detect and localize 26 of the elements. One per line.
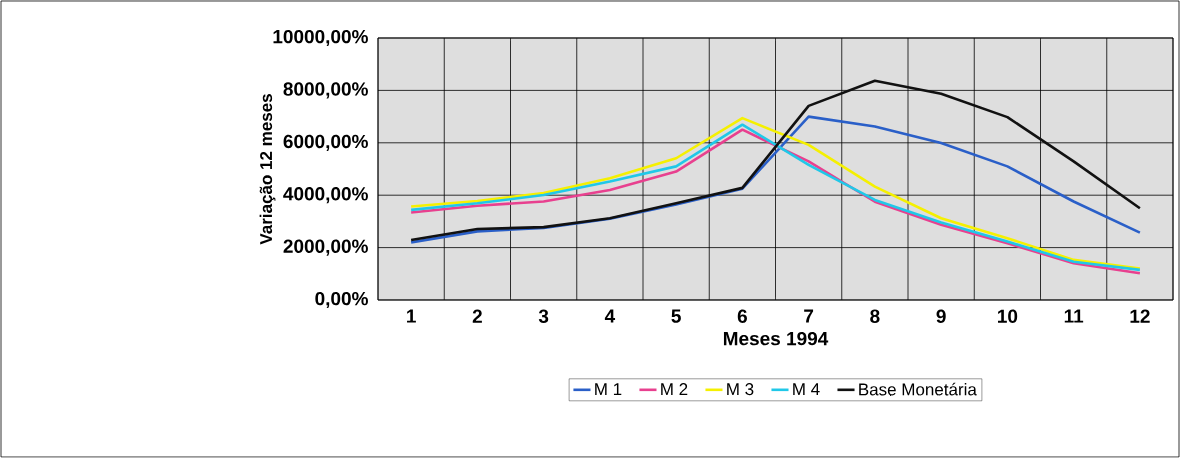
x-tick-label: 9 [936,309,946,323]
x-tick-label: 1 [407,309,416,323]
x-tick-label: 3 [538,309,549,324]
legend-label: M 2 [661,383,688,395]
y-tick-label: 8000,00% [283,82,368,99]
x-tick-label: 8 [870,309,880,323]
x-tick-label: 7 [804,309,814,323]
x-tick-label: 2 [472,309,482,323]
legend-label: M 1 [595,383,622,395]
y-tick-label: 6000,00% [283,134,368,151]
x-tick-label: 11 [1064,309,1084,323]
y-tick-label: 10000,00% [273,29,368,47]
y-tick-label: 0,00% [315,291,368,309]
y-tick-label: 4000,00% [283,187,368,204]
x-tick-label: 10 [998,309,1018,323]
legend-label: M 4 [793,383,820,395]
x-tick-label: 5 [671,309,681,323]
x-tick-label: 12 [1130,309,1150,323]
x-tick-label: 4 [604,309,616,323]
line-series [409,79,1142,242]
legend-label: Base Monetária [859,382,977,396]
x-tick-label: 6 [737,309,747,323]
x-axis-title: Meses 1994 [723,331,829,346]
legend-label: M 3 [727,383,754,396]
y-tick-label: 2000,00% [283,239,368,256]
y-axis-title: Variação 12 meses [259,94,276,245]
